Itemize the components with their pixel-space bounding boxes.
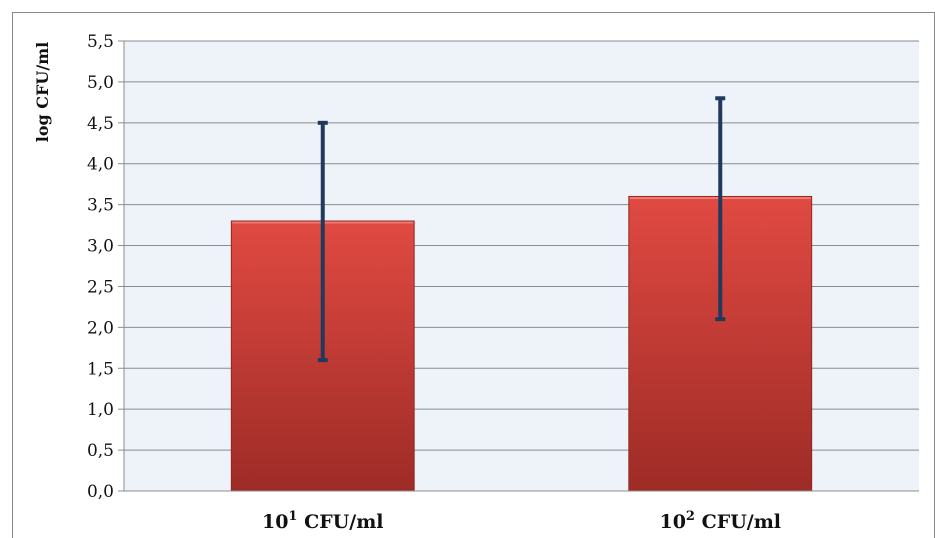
y-tick-label: 1,0 [87, 400, 114, 420]
y-axis-ticks: 0,0 0,5 1,0 1,5 2,0 2,5 3,0 3,5 4,0 4,5 5,0 5,5 [87, 32, 124, 502]
x-tick-label: 101 CFU/ml [262, 509, 384, 533]
y-tick-label: 5,5 [87, 32, 114, 52]
y-tick-label: 3,5 [87, 196, 114, 216]
y-tick-label: 2,0 [87, 318, 114, 338]
y-tick-label: 4,5 [87, 114, 114, 134]
y-tick-label: 0,5 [87, 441, 114, 461]
y-tick-label: 0,0 [87, 482, 114, 502]
error-bars [317, 96, 726, 363]
y-tick-label: 2,5 [87, 277, 114, 297]
y-tick-label: 5,0 [87, 73, 114, 93]
y-tick-label: 3,0 [87, 237, 114, 257]
x-tick-label: 102 CFU/ml [659, 509, 781, 533]
y-tick-label: 1,5 [87, 359, 114, 379]
y-tick-label: 4,0 [87, 155, 114, 175]
y-axis-label: log CFU/ml [33, 42, 52, 142]
x-axis-labels: 101 CFU/ml 102 CFU/ml [262, 509, 781, 533]
